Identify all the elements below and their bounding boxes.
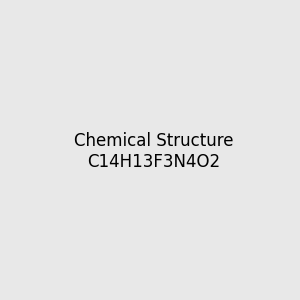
Text: Chemical Structure
C14H13F3N4O2: Chemical Structure C14H13F3N4O2 bbox=[74, 132, 233, 171]
